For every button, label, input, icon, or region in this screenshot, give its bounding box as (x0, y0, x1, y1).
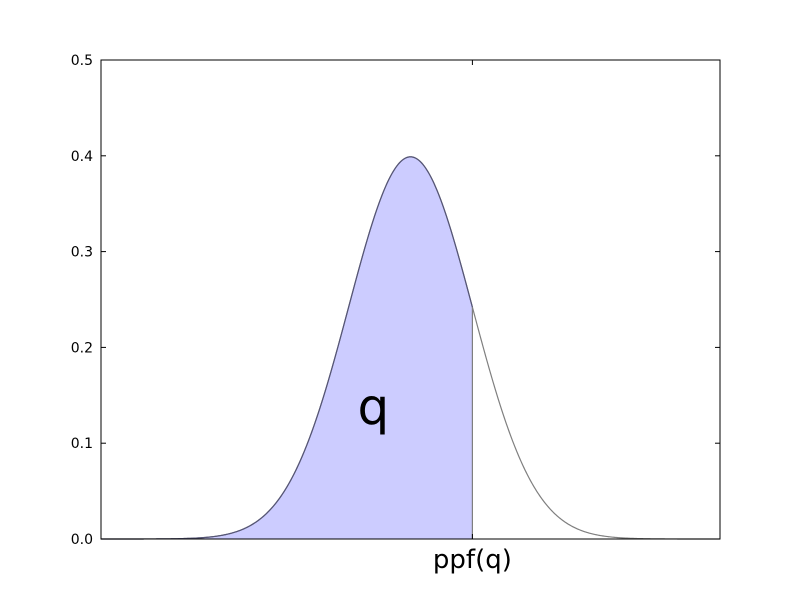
ticks (101, 59, 720, 540)
plot-area (101, 156, 720, 540)
y-tick-label: 0.4 (71, 149, 93, 165)
y-tick-label: 0.3 (71, 245, 93, 261)
y-tick-label: 0.0 (71, 532, 93, 548)
y-tick-label: 0.1 (71, 436, 93, 452)
axes-frame (100, 59, 721, 540)
shaded-area (101, 156, 473, 539)
area-label: q (357, 378, 389, 436)
x-tick-label: ppf(q) (433, 545, 512, 575)
y-tick-label: 0.5 (71, 53, 93, 69)
y-tick-label: 0.2 (71, 340, 93, 356)
labels: 0.0 0.1 0.2 0.3 0.4 0.5 ppf(q) q (71, 53, 512, 575)
axes (100, 59, 721, 540)
